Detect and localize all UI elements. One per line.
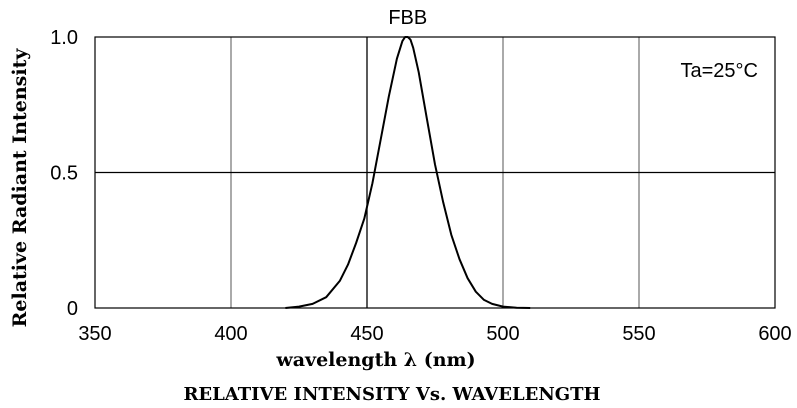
x-tick-label: 500 — [486, 323, 519, 345]
y-tick-label: 0 — [67, 298, 78, 320]
x-tick-label: 550 — [622, 323, 655, 345]
x-tick-label: 600 — [758, 323, 791, 345]
y-tick-label: 0.5 — [50, 163, 78, 185]
y-tick-label: 1.0 — [50, 27, 78, 49]
x-tick-label: 350 — [78, 323, 111, 345]
chart-title: FBB — [388, 7, 427, 29]
x-axis-label: wavelength λ (nm) — [275, 349, 475, 371]
temperature-annotation: Ta=25°C — [681, 60, 759, 82]
x-tick-label: 450 — [350, 323, 383, 345]
chart-caption: RELATIVE INTENSITY Vs. WAVELENGTH — [183, 384, 600, 405]
x-tick-label: 400 — [214, 323, 247, 345]
grid — [95, 37, 775, 308]
y-axis-label: Relative Radiant Intensity — [9, 48, 31, 328]
